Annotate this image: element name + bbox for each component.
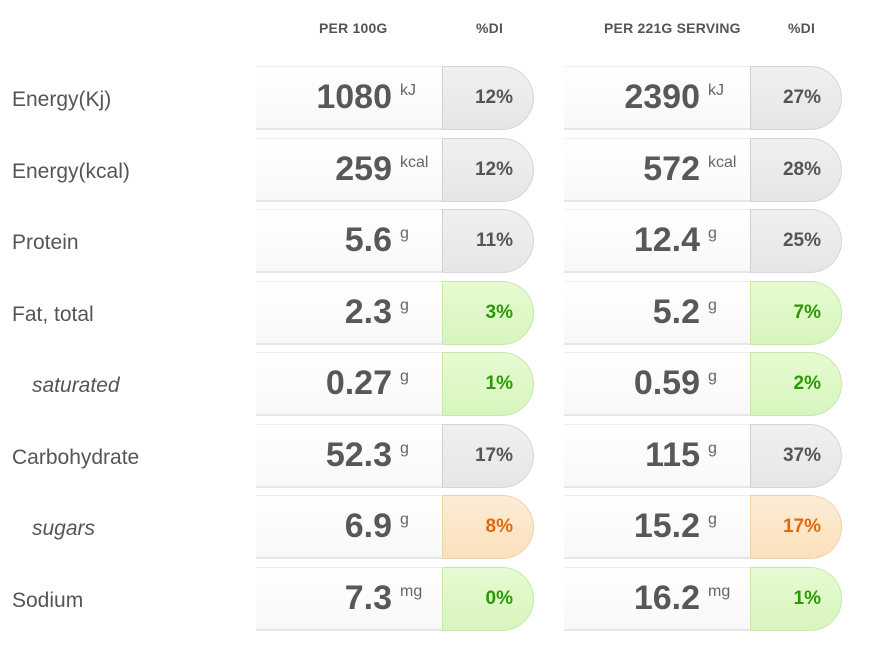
- value-cell-per-serving: 2390 kJ: [564, 66, 764, 130]
- nutrient-value-per-100g: 6.9: [344, 507, 392, 545]
- nutrient-label: Fat, total: [12, 303, 94, 326]
- header-di-100g: %DI: [476, 20, 504, 36]
- daily-intake-percent-per-100g: 8%: [485, 516, 513, 537]
- daily-intake-percent-per-serving: 1%: [793, 588, 821, 609]
- nutrient-value-per-serving: 5.2: [652, 293, 700, 331]
- daily-intake-badge-per-100g: 11%: [442, 209, 534, 273]
- daily-intake-badge-per-100g: 0%: [442, 567, 534, 631]
- value-cell-per-100g: 259 kcal: [256, 138, 456, 202]
- nutrient-label: Carbohydrate: [12, 446, 140, 469]
- header-di-serving: %DI: [788, 20, 816, 36]
- daily-intake-percent-per-100g: 1%: [485, 373, 513, 394]
- value-cell-per-100g: 6.9 g: [256, 495, 456, 559]
- daily-intake-percent-per-100g: 0%: [485, 588, 513, 609]
- daily-intake-percent-per-100g: 3%: [485, 302, 513, 323]
- daily-intake-percent-per-100g: 17%: [474, 445, 513, 466]
- value-cell-per-100g: 0.27 g: [256, 352, 456, 416]
- nutrient-label: Protein: [12, 231, 79, 254]
- daily-intake-badge-per-serving: 25%: [750, 209, 842, 273]
- daily-intake-badge-per-serving: 28%: [750, 138, 842, 202]
- value-cell-per-100g: 5.6 g: [256, 209, 456, 273]
- value-cell-per-serving: 15.2 g: [564, 495, 764, 559]
- value-cell-per-serving: 115 g: [564, 424, 764, 488]
- nutrient-unit-per-serving: kJ: [708, 82, 724, 99]
- daily-intake-badge-per-100g: 12%: [442, 66, 534, 130]
- nutrient-label: Energy(Kj): [12, 88, 112, 111]
- nutrient-label: Energy(kcal): [12, 160, 130, 183]
- daily-intake-percent-per-serving: 25%: [782, 230, 821, 251]
- daily-intake-percent-per-100g: 12%: [474, 87, 513, 108]
- nutrient-value-per-100g: 5.6: [344, 221, 392, 259]
- nutrient-value-per-100g: 2.3: [344, 293, 392, 331]
- daily-intake-badge-per-serving: 2%: [750, 352, 842, 416]
- value-cell-per-100g: 52.3 g: [256, 424, 456, 488]
- nutrient-unit-per-serving: g: [708, 368, 717, 385]
- nutrient-value-per-serving: 572: [643, 150, 700, 188]
- daily-intake-badge-per-100g: 3%: [442, 281, 534, 345]
- nutrient-value-per-serving: 15.2: [633, 507, 700, 545]
- header-per-serving: PER 221G SERVING: [604, 20, 741, 36]
- nutrient-value-per-100g: 259: [335, 150, 392, 188]
- nutrient-value-per-serving: 115: [645, 436, 700, 474]
- nutrient-value-per-serving: 0.59: [633, 364, 700, 402]
- daily-intake-badge-per-serving: 37%: [750, 424, 842, 488]
- daily-intake-badge-per-serving: 1%: [750, 567, 842, 631]
- value-cell-per-100g: 7.3 mg: [256, 567, 456, 631]
- daily-intake-percent-per-serving: 2%: [793, 373, 821, 394]
- daily-intake-badge-per-100g: 12%: [442, 138, 534, 202]
- daily-intake-percent-per-100g: 11%: [476, 230, 513, 251]
- nutrient-unit-per-serving: g: [708, 225, 717, 242]
- value-cell-per-serving: 16.2 mg: [564, 567, 764, 631]
- nutrient-label: sugars: [32, 517, 96, 540]
- value-cell-per-100g: 2.3 g: [256, 281, 456, 345]
- daily-intake-badge-per-serving: 17%: [750, 495, 842, 559]
- daily-intake-badge-per-serving: 27%: [750, 66, 842, 130]
- daily-intake-percent-per-serving: 17%: [782, 516, 821, 537]
- daily-intake-badge-per-100g: 1%: [442, 352, 534, 416]
- daily-intake-badge-per-100g: 17%: [442, 424, 534, 488]
- nutrient-unit-per-100g: g: [400, 368, 409, 385]
- nutrient-unit-per-100g: g: [400, 511, 409, 528]
- header-per-100g: PER 100G: [319, 20, 388, 36]
- nutrient-unit-per-100g: kJ: [400, 82, 416, 99]
- nutrient-unit-per-100g: kcal: [400, 154, 429, 171]
- nutrient-unit-per-serving: kcal: [708, 154, 737, 171]
- daily-intake-percent-per-100g: 12%: [474, 159, 513, 180]
- nutrient-value-per-100g: 1080: [316, 78, 392, 116]
- value-cell-per-serving: 0.59 g: [564, 352, 764, 416]
- nutrient-label: saturated: [32, 374, 120, 397]
- nutrient-value-per-100g: 7.3: [344, 579, 392, 617]
- nutrient-unit-per-100g: mg: [400, 583, 423, 600]
- nutrient-value-per-serving: 12.4: [633, 221, 700, 259]
- value-cell-per-100g: 1080 kJ: [256, 66, 456, 130]
- nutrient-unit-per-serving: g: [708, 511, 717, 528]
- nutrient-value-per-100g: 52.3: [325, 436, 392, 474]
- nutrient-unit-per-serving: g: [708, 297, 717, 314]
- value-cell-per-serving: 12.4 g: [564, 209, 764, 273]
- nutrient-value-per-serving: 2390: [624, 78, 700, 116]
- nutrient-unit-per-100g: g: [400, 440, 409, 457]
- daily-intake-percent-per-serving: 37%: [782, 445, 821, 466]
- daily-intake-percent-per-serving: 7%: [793, 302, 821, 323]
- nutrient-label: Sodium: [12, 589, 84, 612]
- nutrient-unit-per-serving: mg: [708, 583, 731, 600]
- nutrient-unit-per-100g: g: [400, 225, 409, 242]
- nutrient-value-per-100g: 0.27: [325, 364, 392, 402]
- value-cell-per-serving: 5.2 g: [564, 281, 764, 345]
- daily-intake-badge-per-serving: 7%: [750, 281, 842, 345]
- nutrient-unit-per-serving: g: [708, 440, 717, 457]
- nutrient-value-per-serving: 16.2: [633, 579, 700, 617]
- daily-intake-percent-per-serving: 27%: [782, 87, 821, 108]
- value-cell-per-serving: 572 kcal: [564, 138, 764, 202]
- daily-intake-percent-per-serving: 28%: [782, 159, 821, 180]
- daily-intake-badge-per-100g: 8%: [442, 495, 534, 559]
- nutrient-unit-per-100g: g: [400, 297, 409, 314]
